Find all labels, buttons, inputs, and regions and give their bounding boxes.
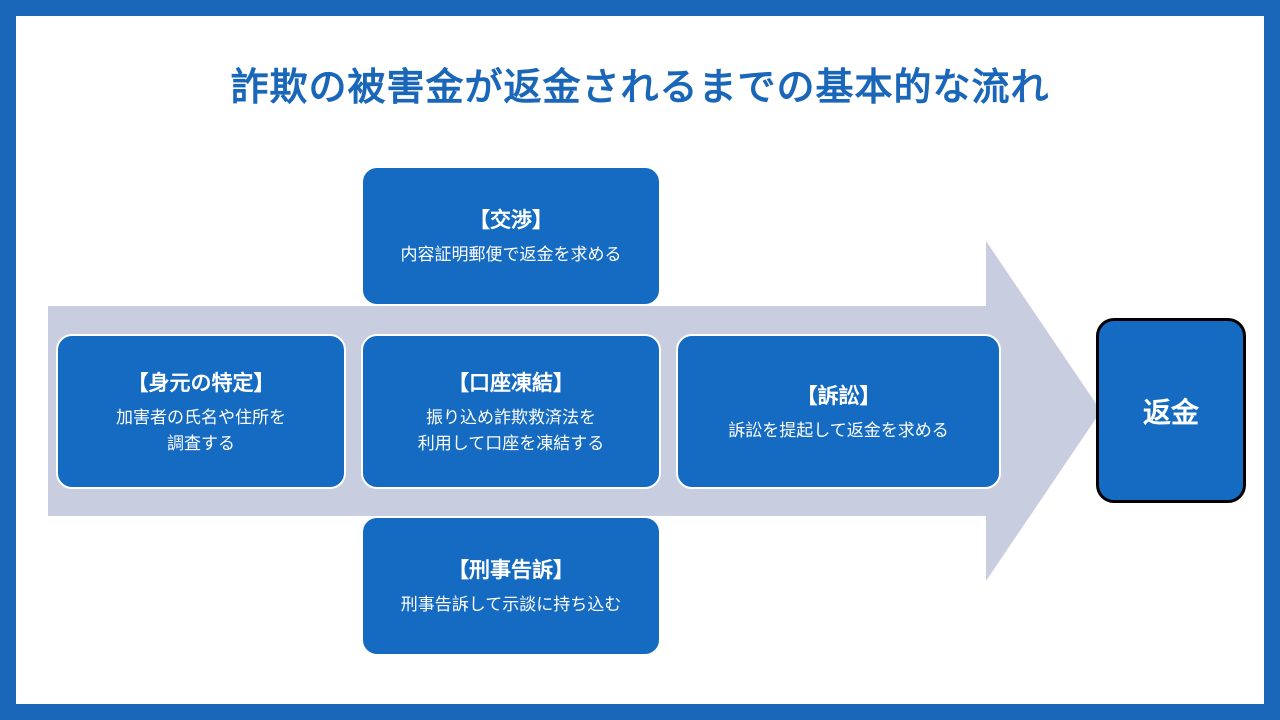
flow-arrow-head xyxy=(986,241,1101,581)
step-negotiate-desc: 内容証明郵便で返金を求める xyxy=(401,242,622,268)
step-identity: 【身元の特定】 加害者の氏名や住所を 調査する xyxy=(56,334,346,489)
step-lawsuit: 【訴訟】 訴訟を提起して返金を求める xyxy=(676,334,1001,489)
step-criminal: 【刑事告訴】 刑事告訴して示談に持ち込む xyxy=(361,516,661,656)
step-final: 返金 xyxy=(1096,318,1246,503)
step-criminal-title: 【刑事告訴】 xyxy=(448,554,574,584)
step-criminal-desc: 刑事告訴して示談に持ち込む xyxy=(401,592,622,618)
step-freeze-desc: 振り込め詐欺救済法を 利用して口座を凍結する xyxy=(418,405,605,456)
step-identity-desc: 加害者の氏名や住所を 調査する xyxy=(116,405,286,456)
step-negotiate: 【交渉】 内容証明郵便で返金を求める xyxy=(361,166,661,306)
diagram-frame: 詐欺の被害金が返金されるまでの基本的な流れ 【身元の特定】 加害者の氏名や住所を… xyxy=(0,0,1280,720)
step-lawsuit-title: 【訴訟】 xyxy=(797,380,881,410)
step-negotiate-title: 【交渉】 xyxy=(469,204,553,234)
step-lawsuit-desc: 訴訟を提起して返金を求める xyxy=(728,418,949,444)
step-final-label: 返金 xyxy=(1143,391,1199,431)
page-title: 詐欺の被害金が返金されるまでの基本的な流れ xyxy=(16,16,1264,111)
step-identity-title: 【身元の特定】 xyxy=(128,367,275,397)
step-freeze-title: 【口座凍結】 xyxy=(448,367,574,397)
step-freeze: 【口座凍結】 振り込め詐欺救済法を 利用して口座を凍結する xyxy=(361,334,661,489)
